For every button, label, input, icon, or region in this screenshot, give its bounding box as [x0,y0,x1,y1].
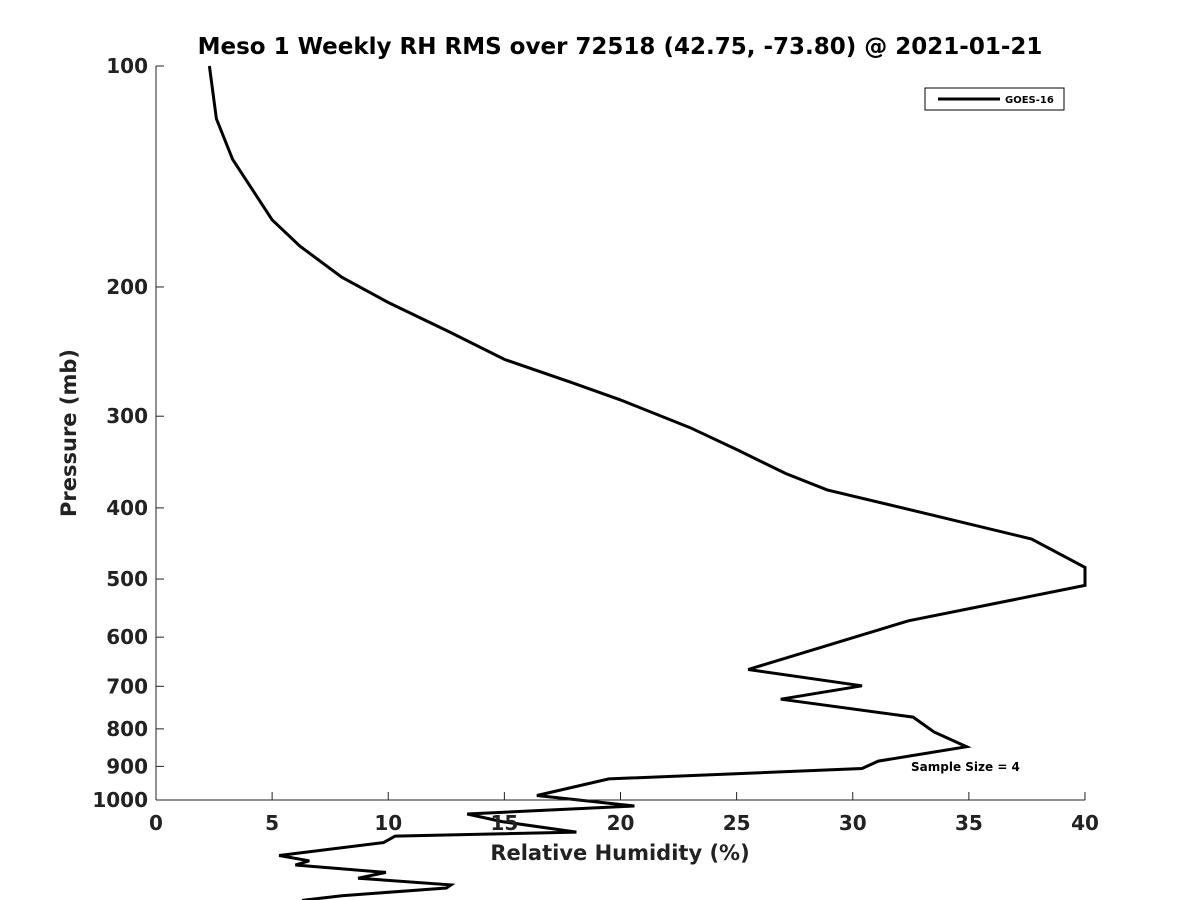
y-tick-label: 100 [106,54,148,78]
plot-area: 0 5 10 15 20 25 30 35 40 100 200 300 400 500 600 700 80… [92,54,1099,900]
x-tick-label: 0 [149,811,163,835]
x-tick-label: 20 [607,811,635,835]
x-tick-label: 10 [374,811,402,835]
x-tick-label: 35 [955,811,983,835]
y-tick-label: 800 [106,717,148,741]
chart-title: Meso 1 Weekly RH RMS over 72518 (42.75, … [198,34,1043,60]
series-line-goes-16 [207,65,1087,900]
y-tick-label: 200 [106,275,148,299]
x-tick-label: 25 [723,811,751,835]
sample-size-annotation: Sample Size = 4 [911,760,1020,774]
x-tick-label: 15 [490,811,518,835]
legend-entry-goes-16: GOES-16 [1005,95,1054,106]
y-axis-label: Pressure (mb) [57,349,81,517]
x-tick-label: 40 [1071,811,1099,835]
y-ticks: 100 200 300 400 500 600 700 800 900 1000 [92,54,164,812]
x-tick-label: 5 [265,811,279,835]
y-tick-label: 900 [106,754,148,778]
y-tick-label: 700 [106,674,148,698]
y-tick-label: 1000 [92,788,148,812]
y-tick-label: 400 [106,496,148,520]
x-axis-label: Relative Humidity (%) [490,841,749,865]
series-group [207,65,1087,900]
x-tick-label: 30 [839,811,867,835]
y-tick-label: 600 [106,625,148,649]
y-tick-label: 300 [106,404,148,428]
legend: GOES-16 [924,87,1065,111]
x-ticks: 0 5 10 15 20 25 30 35 40 [149,792,1099,835]
y-tick-label: 500 [106,567,148,591]
plot-background [156,66,1085,800]
